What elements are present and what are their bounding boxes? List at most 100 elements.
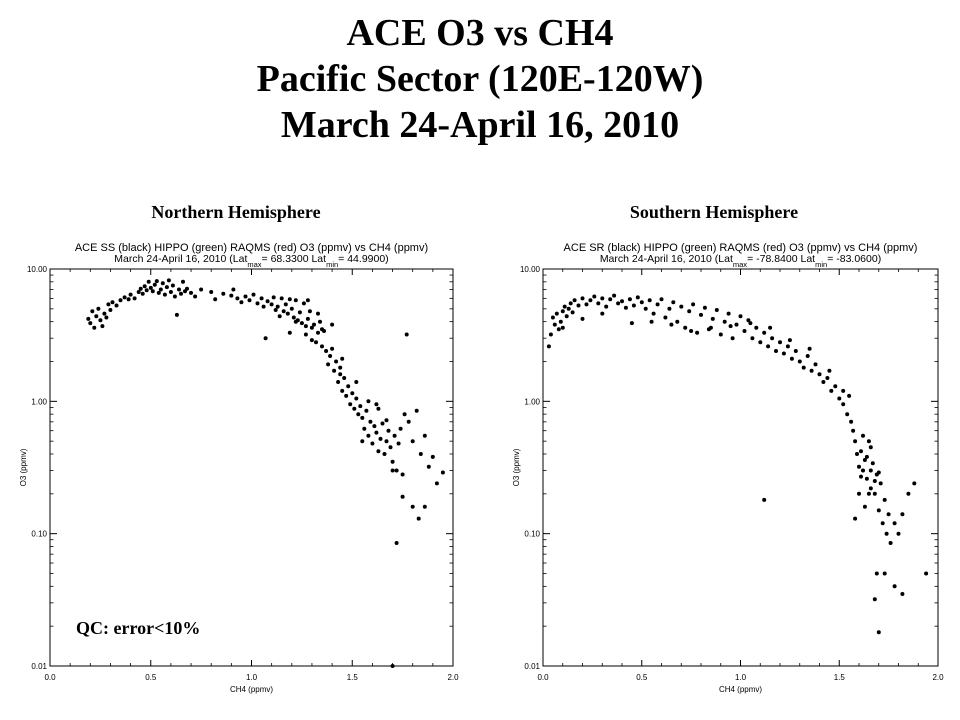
data-point [162, 292, 167, 297]
data-point [878, 481, 883, 486]
data-point [857, 464, 861, 469]
data-point [318, 319, 322, 324]
data-point [277, 314, 282, 319]
data-point [750, 336, 755, 341]
data-point [659, 297, 664, 302]
data-point [360, 415, 365, 420]
data-point [209, 290, 214, 294]
data-point [766, 344, 771, 349]
data-point [128, 292, 133, 297]
data-point [548, 332, 553, 337]
data-point [303, 324, 308, 329]
data-point [358, 404, 363, 409]
data-point [861, 433, 865, 438]
data-point [181, 279, 185, 284]
data-point [683, 325, 688, 330]
data-point [768, 325, 773, 330]
data-point [861, 468, 865, 473]
data-point [857, 491, 861, 496]
data-point [406, 419, 411, 424]
data-point [671, 300, 676, 305]
data-point [90, 309, 95, 314]
data-point [348, 402, 353, 407]
data-point [174, 312, 179, 317]
data-point [841, 388, 846, 393]
data-point [813, 362, 818, 367]
data-point [132, 296, 137, 301]
data-point [876, 470, 881, 475]
data-point [635, 295, 640, 300]
data-point [400, 472, 405, 477]
data-point [560, 309, 565, 314]
data-point [354, 380, 359, 384]
southern-hemisphere-label: Southern Hemisphere [629, 202, 799, 222]
data-point [390, 664, 395, 668]
chart-title: ACE SR (black) HIPPO (green) RAQMS (red)… [564, 242, 918, 254]
data-point [326, 362, 331, 367]
data-point [882, 497, 887, 502]
data-point [746, 318, 751, 323]
data-point [170, 283, 175, 288]
data-point [199, 287, 204, 292]
x-tick-label: 0.5 [145, 673, 157, 682]
data-point [305, 316, 310, 321]
data-point [156, 290, 161, 295]
data-point [213, 297, 218, 302]
data-point [364, 408, 369, 413]
data-point [396, 441, 401, 446]
data-point [868, 445, 873, 450]
data-point [663, 315, 668, 320]
data-point [722, 319, 727, 324]
data-point [384, 439, 389, 444]
data-point [106, 302, 111, 307]
data-point [872, 479, 877, 483]
chart-title: ACE SS (black) HIPPO (green) RAQMS (red)… [75, 242, 428, 254]
data-point [384, 418, 389, 423]
data-point [146, 279, 151, 284]
data-point [572, 298, 577, 303]
data-point [328, 354, 333, 358]
data-point [560, 325, 565, 330]
y-tick-label: 1.00 [31, 397, 47, 406]
data-point [362, 426, 367, 431]
data-point [368, 419, 373, 424]
data-point [372, 424, 377, 429]
data-point [434, 481, 439, 486]
data-point [833, 384, 838, 389]
x-tick-label: 1.0 [735, 673, 747, 682]
data-point [785, 344, 790, 349]
data-point [293, 319, 298, 324]
data-point [829, 388, 834, 393]
data-point [600, 296, 605, 301]
data-point [92, 325, 97, 330]
data-point [193, 294, 198, 299]
data-point [643, 306, 648, 311]
data-point [293, 298, 298, 303]
data-point [864, 454, 869, 459]
data-point [261, 304, 266, 309]
x-tick-label: 0.5 [636, 673, 648, 682]
data-point [342, 376, 347, 380]
data-point [239, 300, 244, 305]
chart-subtitle: March 24-April 16, 2010 (Latmax= 68.3300… [114, 253, 388, 269]
data-point [338, 365, 343, 370]
data-point [825, 376, 830, 380]
data-point [94, 314, 99, 319]
data-point [859, 474, 863, 479]
data-point [762, 330, 767, 335]
data-point [374, 402, 379, 407]
data-point [718, 332, 723, 337]
data-point [285, 311, 290, 316]
data-point [312, 322, 316, 327]
data-point [374, 430, 379, 435]
data-point [805, 354, 810, 358]
data-point [554, 311, 559, 316]
data-point [291, 315, 296, 320]
data-point [629, 321, 634, 326]
y-axis-label: O3 (ppmv) [512, 448, 521, 486]
data-point [154, 279, 159, 284]
main-title-line-3: March 24-April 16, 2010 [280, 104, 680, 146]
data-point [710, 316, 715, 321]
data-point [390, 459, 395, 464]
data-point [702, 305, 707, 310]
